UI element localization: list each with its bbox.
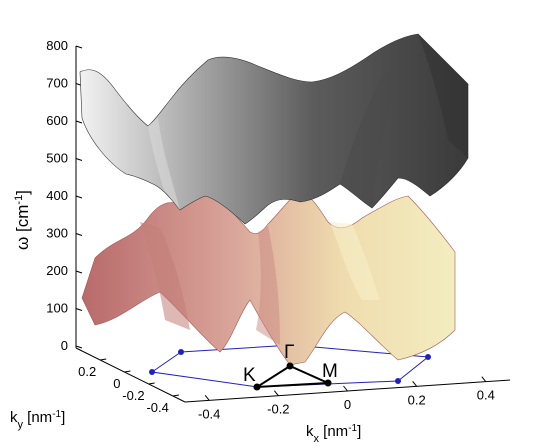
y-tick-label: 0.2 bbox=[78, 364, 96, 379]
m-point-label: M bbox=[322, 361, 338, 382]
x-axis-ticks: -0.4 -0.2 0 0.2 0.4 bbox=[198, 376, 495, 421]
symmetry-path bbox=[253, 364, 329, 389]
z-tick-mark bbox=[75, 158, 83, 161]
optical-fold bbox=[418, 34, 468, 158]
y-tick-label: -0.2 bbox=[122, 388, 144, 403]
x-tick-label: -0.4 bbox=[198, 406, 220, 421]
z-tick-label: 0 bbox=[61, 338, 68, 353]
z-axis-ticks: 0 100 200 300 400 500 600 700 800 bbox=[46, 38, 83, 353]
z-tick-mark bbox=[75, 195, 83, 199]
bz-vertex bbox=[395, 378, 401, 384]
bz-vertex bbox=[425, 354, 431, 360]
z-tick-label: 800 bbox=[46, 38, 68, 53]
z-tick-label: 400 bbox=[46, 188, 68, 203]
z-tick-label: 700 bbox=[46, 76, 68, 91]
z-tick-mark bbox=[75, 233, 83, 236]
x-tick-mark bbox=[481, 376, 487, 382]
z-tick-mark bbox=[75, 308, 83, 311]
gamma-point-marker bbox=[286, 362, 294, 370]
z-tick-label: 200 bbox=[46, 263, 68, 278]
x-tick-mark bbox=[204, 395, 210, 401]
x-tick-mark bbox=[412, 381, 418, 387]
z-tick-mark bbox=[75, 345, 83, 349]
gamma-point-label: Γ bbox=[284, 342, 294, 363]
k-point-marker bbox=[253, 383, 261, 391]
z-tick-mark bbox=[75, 45, 83, 49]
y-tick-mark bbox=[124, 370, 131, 373]
y-axis-line bbox=[75, 347, 186, 403]
z-tick-mark bbox=[75, 270, 83, 274]
x-tick-label: -0.2 bbox=[267, 402, 289, 417]
x-axis-label: kx [nm-1] bbox=[306, 423, 361, 446]
optical-fold bbox=[340, 60, 400, 208]
y-axis-ticks: 0.2 0-0.2-0.4 bbox=[78, 358, 179, 415]
z-tick-label: 300 bbox=[46, 226, 68, 241]
optical-fold bbox=[148, 118, 180, 210]
x-tick-label: 0.4 bbox=[477, 388, 495, 403]
k-point-label: K bbox=[243, 365, 256, 386]
y-axis-label: ky [nm-1] bbox=[10, 409, 65, 432]
y-tick-label: 0 bbox=[113, 376, 120, 391]
m-point-marker bbox=[324, 379, 332, 387]
bz-vertex bbox=[178, 349, 184, 355]
x-tick-label: 0.2 bbox=[408, 392, 426, 407]
y-tick-label: -0.4 bbox=[146, 400, 168, 415]
acoustic-fold bbox=[330, 222, 380, 300]
bz-vertex bbox=[149, 369, 155, 375]
x-tick-label: 0 bbox=[344, 397, 351, 412]
y-tick-mark bbox=[100, 358, 107, 361]
z-tick-label: 600 bbox=[46, 113, 68, 128]
z-tick-mark bbox=[75, 120, 83, 124]
optical-branch-surface bbox=[79, 33, 469, 225]
acoustic-fold bbox=[256, 226, 280, 345]
acoustic-fold bbox=[140, 222, 190, 330]
z-tick-label: 100 bbox=[46, 301, 68, 316]
y-tick-mark bbox=[172, 394, 179, 397]
x-tick-mark bbox=[343, 385, 348, 392]
z-tick-label: 500 bbox=[46, 151, 68, 166]
z-axis-label: ω [cm-1] bbox=[13, 190, 32, 250]
x-tick-mark bbox=[273, 390, 279, 396]
y-tick-mark bbox=[148, 382, 155, 385]
